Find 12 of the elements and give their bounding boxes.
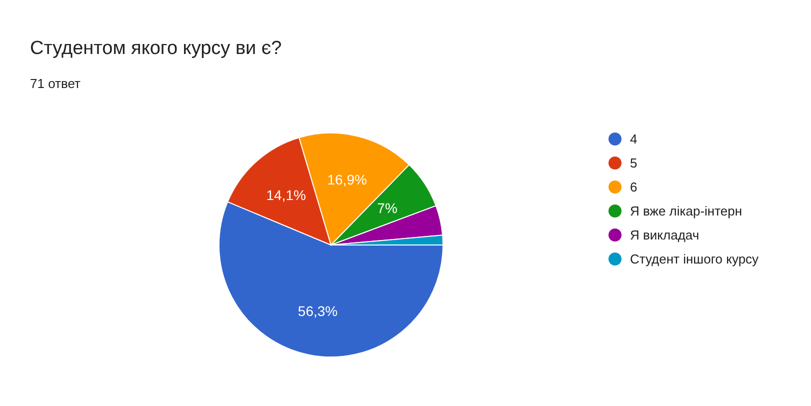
data-label: 14,1% [266,186,306,203]
data-label: 56,3% [298,302,338,319]
legend-label: 5 [630,156,638,171]
legend-label: 6 [630,180,638,195]
text: 71 ответ [30,76,81,91]
legend-label: Студент іншого курсу [630,252,760,267]
chart-title: Студентом якого курсу ви є? [30,38,282,59]
legend-label: 4 [630,132,638,147]
legend-label: Я вже лікар-інтерн [630,204,742,219]
data-label: 7% [377,200,398,216]
legend-label: Я викладач [630,228,700,243]
data-label: 16,9% [327,172,367,188]
